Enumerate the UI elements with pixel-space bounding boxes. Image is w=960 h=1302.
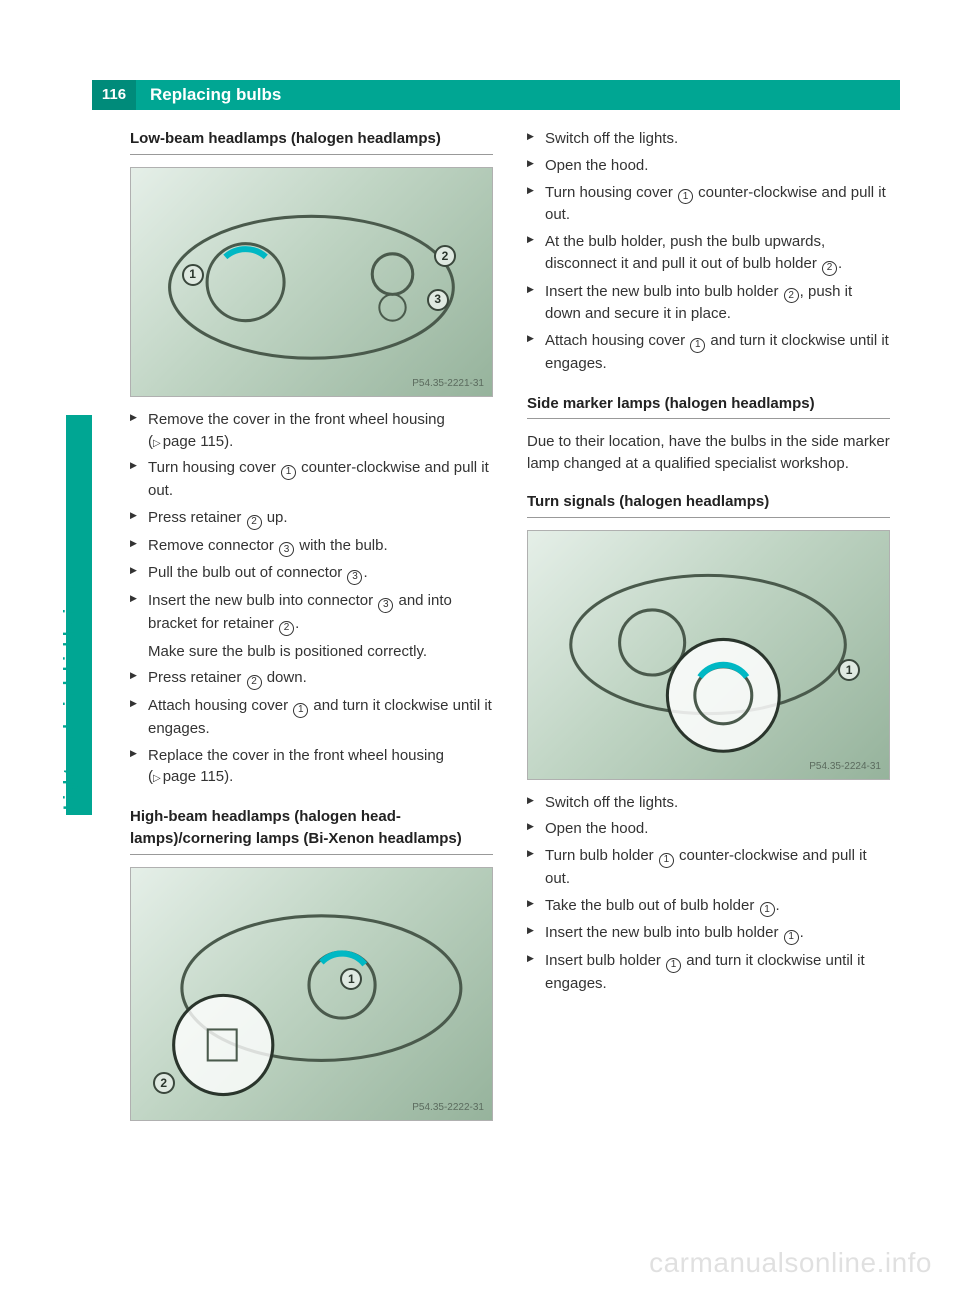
header-title: Replacing bulbs (136, 83, 281, 108)
cross-ref-icon (153, 768, 163, 785)
figure-marker: 1 (182, 264, 204, 286)
headlamp-illustration-icon (145, 890, 477, 1097)
step-item: Pull the bulb out of connector 3. (130, 562, 493, 585)
page-number: 116 (92, 80, 136, 110)
step-item: At the bulb holder, push the bulb upward… (527, 231, 890, 276)
ref-marker: 1 (760, 902, 775, 917)
figure-low-beam: 1 2 3 P54.35-2221-31 (130, 167, 493, 397)
figure-id: P54.35-2224-31 (809, 760, 881, 775)
step-item: Remove connector 3 with the bulb. (130, 535, 493, 558)
ref-marker: 1 (293, 703, 308, 718)
figure-id: P54.35-2221-31 (412, 377, 484, 392)
step-item: Remove the cover in the front wheel hous… (130, 409, 493, 453)
ref-marker: 2 (784, 288, 799, 303)
ref-marker: 2 (279, 621, 294, 636)
watermark: carmanualsonline.info (649, 1243, 932, 1284)
step-item: Open the hood. (527, 818, 890, 840)
section-title-side-marker: Side marker lamps (halogen head­lamps) (527, 393, 890, 420)
step-item: Press retainer 2 down. (130, 667, 493, 690)
step-item: Press retainer 2 up. (130, 507, 493, 530)
ref-marker: 3 (347, 570, 362, 585)
section-title-turn-signals: Turn signals (halogen headlamps) (527, 491, 890, 518)
ref-marker: 2 (247, 675, 262, 690)
steps-low-beam: Remove the cover in the front wheel hous… (130, 409, 493, 788)
section-title-high-beam: High-beam headlamps (halogen head­lamps)… (130, 806, 493, 855)
steps-turn-signals: Switch off the lights. Open the hood. Tu… (527, 792, 890, 995)
step-item: Attach housing cover 1 and turn it clock… (130, 695, 493, 740)
step-item: Take the bulb out of bulb holder 1. (527, 895, 890, 918)
ref-marker: 3 (378, 598, 393, 613)
figure-turn-signals: 1 P54.35-2224-31 (527, 530, 890, 780)
ref-marker: 1 (666, 958, 681, 973)
step-item: Attach housing cover 1 and turn it clock… (527, 330, 890, 375)
figure-marker: 3 (427, 289, 449, 311)
header-bar: 116 Replacing bulbs (92, 80, 900, 110)
step-note: Make sure the bulb is positioned correct… (130, 641, 493, 663)
step-item: Insert the new bulb into bulb holder 2, … (527, 281, 890, 326)
ref-marker: 1 (281, 465, 296, 480)
left-column: Low-beam headlamps (halogen head­lamps) … (130, 128, 493, 1133)
cross-ref-icon (153, 433, 163, 450)
step-item: Switch off the lights. (527, 792, 890, 814)
step-item: Turn housing cover 1 counter-clockwise a… (527, 182, 890, 227)
step-item: Turn bulb holder 1 counter-clockwise and… (527, 845, 890, 890)
step-item: Replace the cover in the front wheel hou… (130, 745, 493, 789)
ref-marker: 1 (659, 853, 674, 868)
step-item: Turn housing cover 1 counter-clockwise a… (130, 457, 493, 502)
ref-marker: 1 (678, 189, 693, 204)
body-text-side-marker: Due to their location, have the bulbs in… (527, 431, 890, 475)
steps-high-beam: Switch off the lights. Open the hood. Tu… (527, 128, 890, 375)
figure-marker: 2 (434, 245, 456, 267)
ref-marker: 2 (822, 261, 837, 276)
figure-id: P54.35-2222-31 (412, 1101, 484, 1116)
content-area: Low-beam headlamps (halogen head­lamps) … (130, 128, 890, 1133)
figure-high-beam: 1 2 P54.35-2222-31 (130, 867, 493, 1121)
ref-marker: 3 (279, 542, 294, 557)
step-item: Open the hood. (527, 155, 890, 177)
side-tab-label: Lights and windshield wipers (58, 573, 83, 810)
section-title-low-beam: Low-beam headlamps (halogen head­lamps) (130, 128, 493, 155)
figure-marker: 2 (153, 1072, 175, 1094)
ref-marker: 1 (784, 930, 799, 945)
step-item: Insert the new bulb into bulb holder 1. (527, 922, 890, 945)
step-item: Insert bulb holder 1 and turn it clockwi… (527, 950, 890, 995)
headlamp-illustration-icon (542, 553, 874, 756)
step-item: Switch off the lights. (527, 128, 890, 150)
ref-marker: 1 (690, 338, 705, 353)
step-item: Insert the new bulb into connector 3 and… (130, 590, 493, 636)
ref-marker: 2 (247, 515, 262, 530)
right-column: Switch off the lights. Open the hood. Tu… (527, 128, 890, 1133)
